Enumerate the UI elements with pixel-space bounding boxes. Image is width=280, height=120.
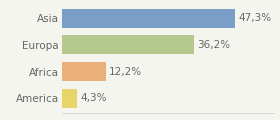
Text: 47,3%: 47,3%: [238, 13, 271, 23]
Text: 12,2%: 12,2%: [109, 67, 143, 77]
Bar: [62, 9, 235, 28]
Bar: [62, 35, 194, 54]
Bar: [62, 89, 77, 108]
Text: 36,2%: 36,2%: [197, 40, 230, 50]
Text: 4,3%: 4,3%: [80, 93, 107, 103]
Bar: [62, 62, 106, 81]
